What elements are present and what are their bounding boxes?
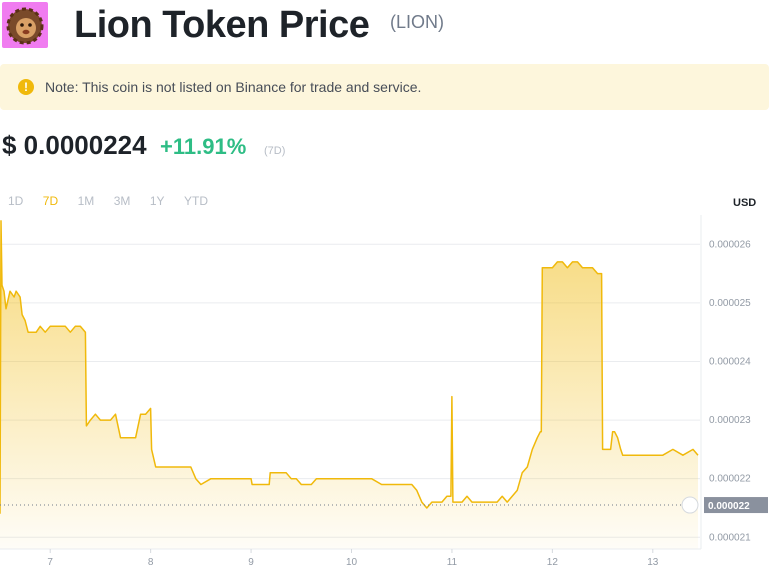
range-button-1d[interactable]: 1D [8,194,24,208]
x-tick-label: 9 [248,557,254,568]
change-period: (7D) [264,145,286,157]
exclamation-icon: ! [18,79,34,95]
page-title: Lion Token Price [74,4,370,46]
chart-area [0,220,699,549]
y-tick-label: 0.000024 [709,356,751,367]
chart-logo-marker [681,496,699,514]
notice-text: Note: This coin is not listed on Binance… [45,79,422,95]
x-tick-label: 7 [47,557,53,568]
x-tick-label: 12 [547,557,559,568]
price-change: +11.91% [160,134,247,159]
notice-banner: ! Note: This coin is not listed on Binan… [0,64,769,110]
range-button-ytd[interactable]: YTD [183,194,208,208]
range-button-7d[interactable]: 7D [42,194,59,208]
x-tick-label: 10 [346,557,358,568]
x-tick-label: 13 [647,557,659,568]
coin-symbol: (LION) [390,12,444,32]
series-area-fill [0,220,698,549]
y-tick-label: 0.000022 [709,474,751,485]
chart-axes: 0.000021 0.000022 0.000023 0.000024 0.000025… [0,215,751,568]
price-chart[interactable]: 0.000022 0.0000210.0000220.0000230.00002… [0,215,783,575]
current-price-badge-label: 0.000022 [708,501,750,512]
x-tick-label: 11 [447,557,458,568]
lion-logo-svg [6,7,44,45]
lion-mascot-icon [2,2,48,48]
y-tick-label: 0.000026 [709,239,751,250]
y-tick-label: 0.000025 [709,298,751,309]
series-line [0,220,699,514]
current-price-badge [704,497,768,514]
range-button-1m[interactable]: 1M [77,194,95,208]
time-range-selector: 1D 7D 1M 3M 1Y YTD [8,192,223,210]
header: Lion Token Price (LION) [0,0,783,56]
y-tick-label: 0.000023 [709,415,751,426]
current-price-line: 0.000022 [0,496,768,514]
x-tick-label: 8 [148,557,154,568]
currency-label: USD [733,197,757,209]
y-tick-label: 0.000021 [709,532,751,543]
current-price: $ 0.0000224 [2,130,147,160]
range-button-1y[interactable]: 1Y [149,194,165,208]
range-button-3m[interactable]: 3M [113,194,131,208]
